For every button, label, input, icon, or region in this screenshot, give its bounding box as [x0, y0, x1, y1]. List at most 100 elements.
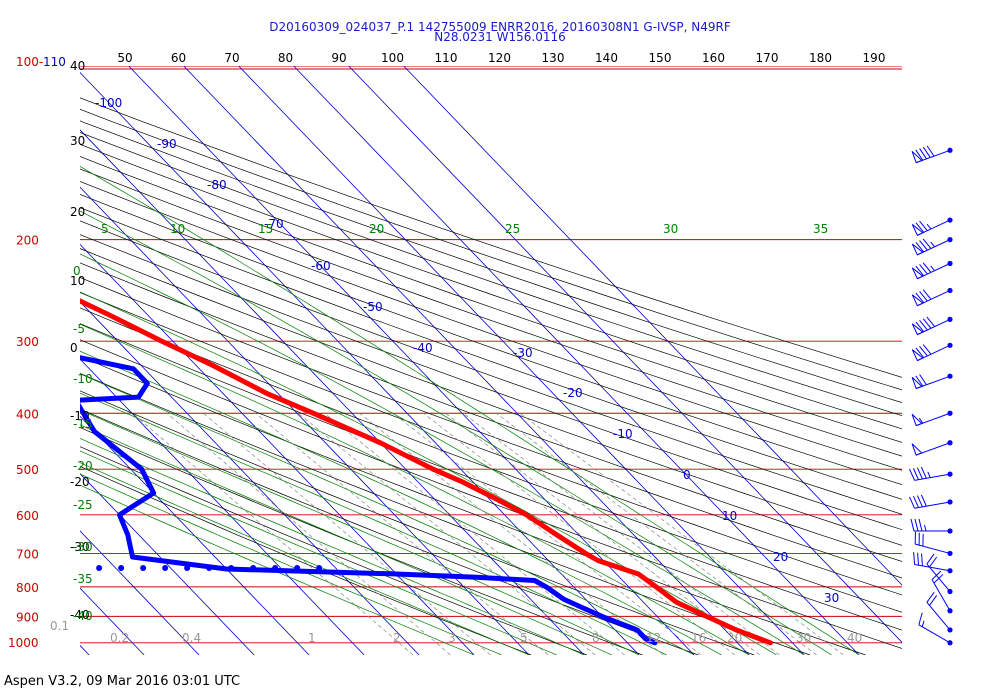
wind-barb-full: [919, 345, 928, 357]
wind-barb: [926, 553, 953, 595]
moist-adiabat: [80, 462, 530, 655]
theta-top-label: 150: [649, 51, 672, 65]
theta-top-label: 160: [702, 51, 725, 65]
dewpoint-point: [294, 565, 301, 572]
wind-barb-flag: [911, 349, 924, 362]
isotherm-label: -70: [264, 217, 284, 231]
wind-barb-full: [922, 318, 932, 329]
wind-barb-flag: [911, 150, 923, 164]
moist-adiabat: [80, 409, 640, 655]
theta-e-label: 20: [369, 222, 384, 236]
mixing-ratio-label: 40: [847, 631, 862, 645]
mixing-ratio-line: [132, 412, 414, 655]
dewpoint-trace: [80, 355, 658, 646]
dewpoint-point: [52, 565, 58, 571]
wind-barb-shaft: [914, 501, 951, 509]
mixing-ratio-line: [392, 412, 702, 655]
dry-adiabat: [80, 427, 643, 655]
theta-e-label: 5: [101, 222, 109, 236]
isotherm-label: -30: [513, 346, 533, 360]
wind-barb-flag: [911, 267, 924, 280]
wind-barb-full: [921, 553, 923, 566]
mixing-ratio-line: [255, 412, 549, 655]
wind-barb-full: [915, 292, 925, 304]
isotherm-line: [293, 66, 860, 655]
wind-barb-half: [918, 417, 924, 424]
mixing-ratio-label: 0.4: [182, 631, 201, 645]
mixing-ratio-label: 12: [646, 631, 661, 645]
isotherm-line: [80, 186, 530, 655]
isotherm-label: -50: [363, 300, 383, 314]
temperature-trace: [80, 298, 773, 646]
wind-barb-half: [926, 223, 932, 230]
mixing-ratio-line: [495, 412, 817, 655]
theta-top-label: 190: [863, 51, 886, 65]
moist-adiabat: [80, 291, 777, 655]
dewpoint-point: [80, 567, 81, 569]
pressure-tick-label: 110: [43, 55, 66, 69]
dry-adiabat: [80, 323, 902, 631]
sounding-traces: [52, 298, 773, 646]
wind-barb-full: [929, 595, 938, 606]
wind-barb: [931, 570, 953, 614]
wind-barb-flag: [911, 224, 924, 236]
wind-barb-full: [931, 570, 942, 580]
isotherm-line: [238, 66, 805, 655]
wind-barb-full: [919, 240, 928, 251]
isotherm-line: [80, 72, 640, 655]
isotherm-label: -90: [157, 137, 177, 151]
pressure-tick-label: 200: [16, 234, 39, 248]
wind-barb-full: [919, 374, 927, 386]
isotherm-label: -60: [311, 259, 331, 273]
isotherm-line: [183, 66, 750, 655]
wind-barb-half: [930, 241, 935, 248]
moist-adiabat: [80, 253, 805, 655]
mixing-ratio-line: [463, 412, 780, 655]
theta-e-label: 30: [663, 222, 678, 236]
pressure-tick-label: 1000: [8, 636, 39, 650]
wind-barb-shaft: [918, 624, 951, 644]
wind-barb-full: [919, 264, 928, 275]
left-green-label: -35: [73, 572, 93, 586]
wind-barb-half: [924, 524, 927, 532]
theta-e-label: 35: [813, 222, 828, 236]
wind-barb: [911, 217, 953, 236]
dry-adiabat: [80, 143, 902, 430]
wind-barb-full: [922, 289, 932, 300]
wind-barb-full: [920, 494, 927, 507]
left-green-label: -5: [73, 322, 85, 336]
isotherm-line: [80, 530, 200, 655]
wind-barb-full: [909, 468, 916, 481]
theta-top-label: 100: [381, 51, 404, 65]
isotherm-label: -10: [613, 427, 633, 441]
dewpoint-point: [250, 565, 257, 572]
title-line-1: D20160309_024037_P.1 142755009 ENRR2016,…: [269, 20, 731, 34]
wind-barb: [909, 466, 953, 481]
dry-adiabat: [80, 277, 902, 579]
wind-barb-full: [915, 265, 925, 277]
wind-barbs: [909, 145, 953, 646]
dry-adiabat: [80, 97, 902, 378]
wind-barb-full: [933, 574, 944, 584]
dry-adiabat: [80, 156, 902, 443]
mixing-ratio-label: 20: [727, 631, 742, 645]
wind-barb-shaft: [926, 563, 951, 592]
dry-adiabat: [80, 207, 902, 500]
wind-barb-full: [915, 321, 925, 332]
moist-adiabat: [80, 450, 557, 655]
wind-barb-full: [922, 238, 932, 249]
wind-barb-full: [922, 262, 932, 273]
left-green-label: -20: [73, 459, 93, 473]
dry-adiabat: [80, 181, 902, 471]
wind-barb: [911, 316, 953, 336]
moist-adiabat: [80, 166, 860, 655]
wind-barb-full: [919, 148, 927, 160]
isotherm-line: [80, 644, 90, 655]
wind-barb-full: [916, 495, 923, 508]
moist-adiabat: [80, 473, 502, 655]
pressure-tick-label: 800: [16, 581, 39, 595]
theta-top-label: 120: [488, 51, 511, 65]
dewpoint-point: [96, 565, 103, 572]
theta-e-label: 25: [505, 222, 520, 236]
isotherm-line: [80, 129, 585, 655]
